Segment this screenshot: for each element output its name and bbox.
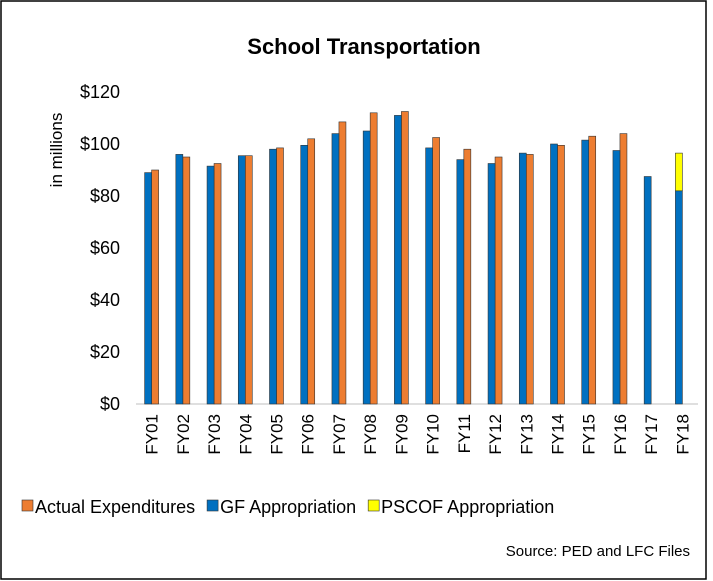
x-tick-label: FY11 <box>455 414 474 453</box>
bar <box>581 139 590 405</box>
x-tick-label: FY07 <box>330 414 349 455</box>
x-tick-label: FY02 <box>174 414 193 455</box>
x-tick-label: FY04 <box>236 414 255 455</box>
legend-label: Actual Expenditures <box>35 497 195 517</box>
bar <box>338 121 347 405</box>
bar <box>432 137 440 405</box>
bar <box>244 155 253 405</box>
y-tick-label: $20 <box>90 342 120 362</box>
bar <box>675 190 683 405</box>
bar <box>518 152 527 405</box>
bar <box>331 133 340 405</box>
bar <box>643 176 652 405</box>
legend-swatch <box>367 499 380 512</box>
x-tick-label: FY16 <box>611 414 630 455</box>
bar <box>675 152 683 192</box>
chart-title: School Transportation <box>247 34 480 59</box>
y-tick-label: $40 <box>90 290 120 310</box>
x-tick-label: FY13 <box>517 414 536 455</box>
bar <box>151 169 159 405</box>
y-tick-label: $80 <box>90 186 120 206</box>
bar <box>425 147 433 405</box>
bar <box>206 165 215 405</box>
x-tick-label: FY12 <box>486 414 505 455</box>
bar <box>525 154 534 405</box>
bar <box>237 155 246 405</box>
bar <box>494 156 503 405</box>
x-tick-label: FY01 <box>143 414 162 455</box>
bar <box>369 112 378 405</box>
y-axis-label: in millions <box>47 113 66 188</box>
bar <box>394 115 402 405</box>
x-tick-label: FY10 <box>424 414 443 455</box>
bar <box>307 138 316 405</box>
source-note: Source: PED and LFC Files <box>506 543 690 560</box>
bar <box>487 163 496 405</box>
bar <box>300 145 309 405</box>
x-tick-label: FY03 <box>205 414 224 455</box>
bar <box>557 145 565 405</box>
x-tick-label: FY14 <box>549 414 568 455</box>
legend-label: GF Appropriation <box>220 497 356 517</box>
x-tick-label: FY06 <box>299 414 318 455</box>
bar <box>362 130 371 405</box>
bar <box>182 156 191 405</box>
legend-label: PSCOF Appropriation <box>381 497 554 517</box>
bar <box>144 172 152 405</box>
y-tick-label: $120 <box>80 82 120 102</box>
bar <box>588 135 597 405</box>
bar <box>213 163 222 405</box>
bar <box>456 159 465 405</box>
x-tick-label: FY08 <box>361 414 380 455</box>
bar <box>612 150 621 405</box>
x-tick-label: FY15 <box>580 414 599 455</box>
bar <box>175 154 184 405</box>
y-tick-label: $100 <box>80 134 120 154</box>
y-tick-label: $60 <box>90 238 120 258</box>
bar <box>463 148 472 405</box>
bar <box>550 143 558 405</box>
x-tick-label: FY05 <box>268 414 287 455</box>
bar <box>401 111 409 405</box>
x-tick-label: FY18 <box>673 414 692 455</box>
x-tick-label: FY09 <box>392 414 411 455</box>
legend-swatch <box>21 499 34 512</box>
y-tick-label: $0 <box>100 394 120 414</box>
bar <box>619 133 628 405</box>
legend-swatch <box>206 499 219 512</box>
bar <box>276 147 284 405</box>
bar <box>269 148 277 405</box>
x-tick-label: FY17 <box>642 414 661 455</box>
